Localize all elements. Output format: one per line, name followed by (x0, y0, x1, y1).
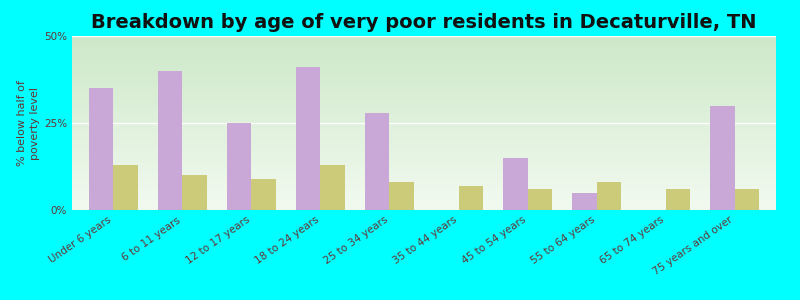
Bar (390, 182, 414, 210)
Bar (572, 193, 597, 210)
Bar (251, 179, 276, 210)
Bar (458, 186, 482, 210)
Y-axis label: % below half of
poverty level: % below half of poverty level (17, 80, 40, 166)
Bar (227, 123, 251, 210)
Bar (182, 175, 206, 210)
Bar (527, 189, 552, 210)
Bar (710, 106, 734, 210)
Bar (321, 165, 345, 210)
Title: Breakdown by age of very poor residents in Decaturville, TN: Breakdown by age of very poor residents … (91, 13, 757, 32)
Bar (296, 67, 321, 210)
Bar (597, 182, 621, 210)
Bar (666, 189, 690, 210)
Bar (114, 165, 138, 210)
Bar (158, 71, 182, 210)
Bar (366, 112, 390, 210)
Bar (503, 158, 527, 210)
Bar (734, 189, 758, 210)
Bar (90, 88, 114, 210)
